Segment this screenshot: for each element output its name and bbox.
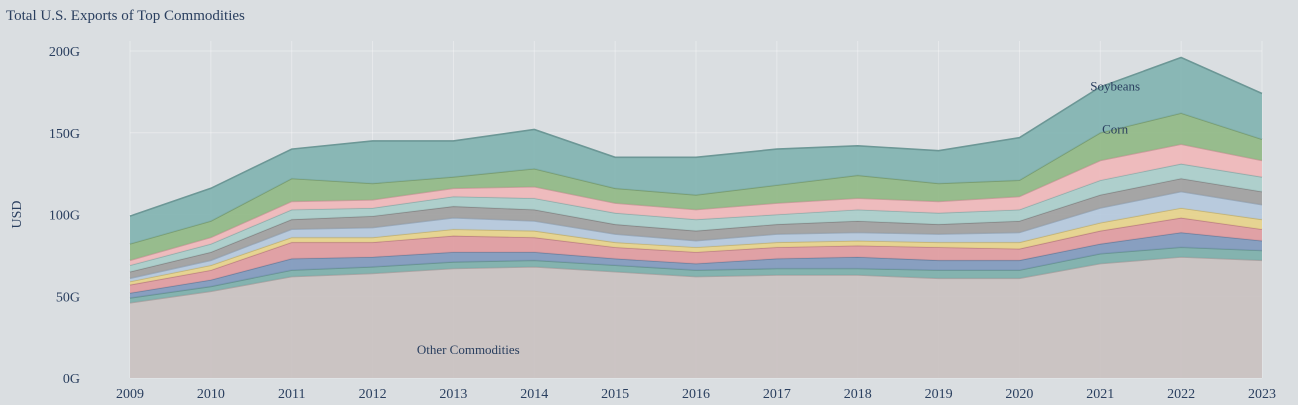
y-tick-label: 100G xyxy=(49,209,80,224)
y-tick-label: 0G xyxy=(63,372,80,387)
y-tick-label: 200G xyxy=(49,45,80,60)
x-tick-label: 2011 xyxy=(278,387,305,402)
y-tick-label: 50G xyxy=(56,290,80,305)
x-tick-label: 2014 xyxy=(520,387,548,402)
area-soybeans xyxy=(130,57,1262,244)
area-series-3 xyxy=(130,232,1262,298)
annotation-soybeans: Soybeans xyxy=(1090,78,1140,93)
area-series-group xyxy=(129,56,1263,378)
y-tick-label: 150G xyxy=(49,127,80,142)
area-corn xyxy=(130,113,1262,261)
area-series-2 xyxy=(130,247,1262,303)
x-tick-label: 2017 xyxy=(763,387,791,402)
annotation-group: Other Commodities Corn Soybeans xyxy=(417,78,1140,357)
x-tick-label: 2022 xyxy=(1167,387,1195,402)
annotation-other-commodities: Other Commodities xyxy=(417,342,520,357)
area-series-8 xyxy=(130,163,1262,272)
axis-group: 0G 50G 100G 150G 200G 2009 2010 2011 2012 2013 201… xyxy=(10,45,1276,402)
x-tick-label: 2010 xyxy=(197,387,225,402)
x-tick-label: 2018 xyxy=(844,387,872,402)
x-tick-label: 2021 xyxy=(1086,387,1114,402)
area-series-6 xyxy=(130,191,1262,282)
area-series-7 xyxy=(130,178,1262,279)
x-tick-label: 2015 xyxy=(601,387,629,402)
x-tick-label: 2013 xyxy=(439,387,467,402)
chart-title: Total U.S. Exports of Top Commodities xyxy=(6,8,245,24)
x-tick-label: 2012 xyxy=(359,387,387,402)
x-tick-label: 2009 xyxy=(116,387,144,402)
x-tick-label: 2016 xyxy=(682,387,710,402)
area-series-4 xyxy=(130,217,1262,293)
line-soybeans xyxy=(129,56,1263,217)
annotation-corn: Corn xyxy=(1102,122,1129,137)
x-tick-label: 2019 xyxy=(925,387,953,402)
x-tick-label: 2023 xyxy=(1248,387,1276,402)
y-axis-title: USD xyxy=(10,200,25,228)
area-series-9 xyxy=(130,144,1262,266)
x-tick-label: 2020 xyxy=(1005,387,1033,402)
area-series-5 xyxy=(130,208,1262,285)
area-other-commodities xyxy=(130,257,1262,378)
